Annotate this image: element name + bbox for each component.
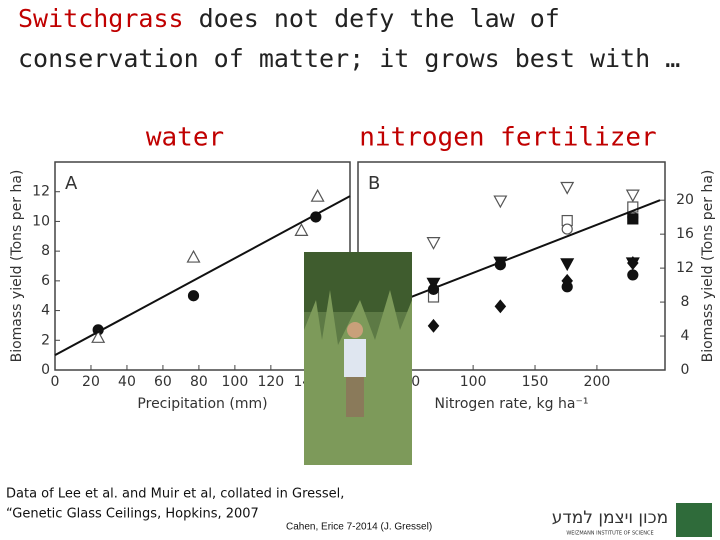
logo-english: WEIZMANN INSTITUTE OF SCIENCE — [566, 531, 653, 537]
point — [426, 237, 441, 250]
photo — [304, 252, 412, 465]
point — [187, 290, 200, 302]
y-tick-label: 0 — [41, 362, 50, 378]
point — [493, 195, 508, 209]
x-tick-label: 200 — [584, 374, 611, 390]
point — [627, 213, 639, 225]
footer-line: “Genetic Glass Ceilings, Hopkins, 2007 — [6, 507, 259, 522]
y-tick-label: 2 — [41, 332, 50, 348]
point — [91, 330, 106, 343]
x-axis-label: Precipitation (mm) — [137, 396, 267, 412]
x-tick-label: 100 — [460, 374, 487, 390]
y-tick-label: 12 — [676, 260, 694, 276]
title-line: conservation of matter; it grows best wi… — [18, 44, 680, 73]
x-tick-label: 20 — [82, 374, 100, 390]
photo-head — [347, 322, 363, 338]
photo-shirt — [344, 339, 366, 377]
point — [627, 256, 639, 270]
y-tick-label: 0 — [681, 362, 690, 378]
point — [560, 181, 575, 195]
point — [561, 273, 573, 288]
y-tick-label: 6 — [41, 273, 50, 289]
heading-right: nitrogen fertilizer — [359, 123, 656, 153]
charts: 020406080100120140024681012APrecipitatio… — [9, 161, 716, 412]
fit-line — [410, 199, 661, 298]
point — [560, 258, 575, 272]
logo-tree — [676, 503, 712, 537]
y-tick-label: 8 — [681, 294, 690, 310]
point — [625, 189, 640, 203]
x-tick-label: 60 — [154, 374, 172, 390]
x-tick-label: 150 — [522, 374, 549, 390]
point — [561, 223, 573, 235]
point — [186, 249, 201, 263]
y-tick-label: 20 — [676, 192, 694, 208]
y-tick-label: 12 — [32, 184, 50, 200]
x-axis-label: Nitrogen rate, kg ha⁻¹ — [435, 396, 589, 412]
point — [294, 223, 309, 236]
point — [427, 318, 440, 333]
y-tick-label: 10 — [32, 213, 50, 229]
point — [494, 299, 507, 314]
credit: Cahen, Erice 7-2014 (J. Gressel) — [286, 522, 432, 533]
point — [627, 269, 639, 281]
fit-line — [54, 195, 351, 357]
photo-trees — [304, 252, 412, 312]
x-tick-label: 0 — [51, 374, 60, 390]
photo-pants — [346, 377, 364, 417]
footer-line: Data of Lee et al. and Muir et al, colla… — [6, 487, 344, 502]
heading-left: water — [146, 123, 224, 153]
x-tick-label: 40 — [118, 374, 136, 390]
title: Switchgrass does not defy the law of — [18, 4, 560, 33]
x-tick-label: 80 — [190, 374, 208, 390]
y-axis-label: Biomass yield (Tons per ha) — [700, 170, 716, 363]
title-red: Switchgrass — [18, 4, 184, 33]
y-tick-label: 8 — [41, 243, 50, 259]
panel-label: B — [368, 173, 380, 194]
x-tick-label: 100 — [222, 374, 249, 390]
y-axis-label: Biomass yield (Tons per ha) — [9, 170, 25, 363]
point — [310, 188, 325, 202]
panel-label: A — [65, 173, 78, 194]
logo-hebrew: מכון ויצמן למדע — [552, 508, 668, 528]
y-tick-label: 4 — [681, 328, 690, 344]
x-tick-label: 120 — [257, 374, 284, 390]
y-tick-label: 16 — [676, 226, 694, 242]
y-tick-label: 4 — [41, 303, 50, 319]
title-rest: does not defy the law of — [184, 4, 560, 33]
